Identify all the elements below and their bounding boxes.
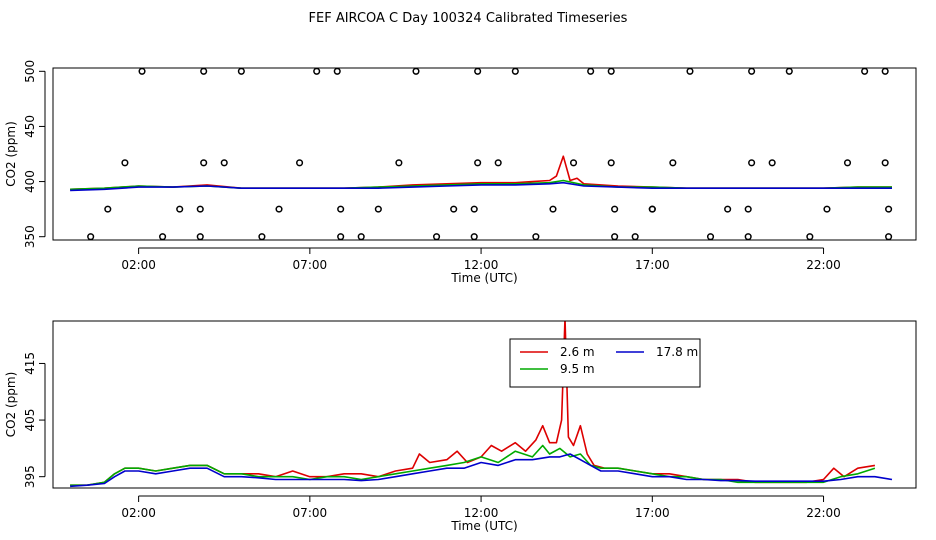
data-point [450, 205, 458, 213]
data-point [843, 159, 852, 167]
data-point [881, 159, 889, 167]
data-point [296, 159, 304, 167]
plot-area [70, 321, 893, 488]
x-tick-label: 22:00 [806, 258, 841, 272]
data-point [237, 68, 245, 75]
y-tick-label: 350 [23, 225, 37, 248]
data-point [744, 233, 752, 240]
y-tick-label: 405 [23, 409, 37, 432]
y-tick-label: 500 [23, 60, 37, 83]
x-tick-label: 17:00 [635, 506, 670, 520]
data-point [511, 68, 519, 75]
data-point [374, 205, 382, 213]
x-tick-label: 02:00 [121, 258, 156, 272]
bottom-panel-x-axis-label: Time (UTC) [450, 519, 517, 533]
x-tick-label: 12:00 [464, 258, 499, 272]
top-panel-x-axis-label: Time (UTC) [450, 271, 517, 285]
data-point [474, 68, 482, 75]
top-panel-frame [52, 67, 917, 241]
data-point [200, 159, 208, 167]
bottom-panel-y-axis-label: CO2 (ppm) [4, 372, 18, 438]
data-point [823, 205, 831, 213]
data-point [569, 159, 578, 167]
top-panel-y-axis-label: CO2 (ppm) [4, 121, 18, 187]
data-point [885, 205, 893, 213]
data-point [669, 159, 677, 167]
data-point [768, 159, 776, 167]
data-point [785, 68, 793, 75]
data-point [433, 233, 441, 240]
data-point [686, 68, 694, 75]
data-point [200, 68, 208, 75]
y-tick-label: 400 [23, 170, 37, 193]
data-point [196, 205, 204, 213]
data-point [748, 159, 756, 167]
data-point [196, 233, 204, 240]
data-point [806, 233, 814, 240]
plot-area [70, 68, 893, 240]
figure-title: FEF AIRCOA C Day 100324 Calibrated Times… [309, 11, 628, 26]
data-point [337, 233, 345, 240]
x-tick-label: 07:00 [293, 506, 328, 520]
data-point [474, 159, 482, 167]
data-point [412, 68, 420, 75]
data-point [275, 205, 283, 213]
data-point [744, 205, 752, 213]
data-point [748, 68, 756, 75]
data-point [611, 233, 619, 240]
data-point [724, 205, 732, 213]
data-point [121, 159, 129, 167]
top-panel-marks [70, 68, 893, 240]
x-tick-label: 12:00 [464, 506, 499, 520]
data-point [138, 68, 146, 75]
data-point [706, 233, 715, 240]
data-point [631, 233, 639, 240]
top-panel-axes: 02:00 07:00 12:00 17:00 22:00 350 400 450 500 [23, 60, 841, 272]
bottom-panel-frame [52, 320, 917, 489]
top-scatter-panel: 02:00 07:00 12:00 17:00 22:00 350 400 450 500 Ti… [4, 60, 917, 285]
series-line-3 [70, 181, 892, 192]
data-point [549, 205, 557, 213]
x-tick-label: 02:00 [121, 506, 156, 520]
data-point [470, 205, 478, 213]
data-point [494, 159, 502, 167]
data-point [607, 159, 615, 167]
data-point [258, 233, 266, 240]
series-line-3 [70, 453, 893, 488]
x-tick-label: 22:00 [806, 506, 841, 520]
data-point [611, 205, 619, 213]
x-tick-label: 17:00 [635, 258, 670, 272]
y-tick-label: 395 [23, 465, 37, 488]
data-point [176, 205, 184, 213]
y-tick-label: 450 [23, 115, 37, 138]
legend-label: 2.6 m [560, 345, 595, 359]
data-point [357, 233, 365, 240]
data-point [607, 68, 615, 75]
data-point [587, 68, 595, 75]
data-point [313, 68, 321, 75]
data-point [885, 233, 893, 240]
data-point [532, 233, 540, 240]
legend: 2.6 m 9.5 m 17.8 m [509, 338, 701, 388]
legend-label: 9.5 m [560, 362, 595, 376]
data-point [220, 159, 228, 167]
data-point [87, 233, 95, 240]
data-point [648, 205, 656, 213]
legend-box [509, 338, 701, 388]
bottom-panel-marks [70, 321, 893, 488]
data-point [104, 205, 112, 213]
bottom-panel-axes: 02:00 07:00 12:00 17:00 22:00 395 405 415 [23, 352, 841, 520]
data-point [861, 68, 869, 75]
data-point [470, 233, 478, 240]
y-tick-label: 415 [23, 352, 37, 375]
data-point [881, 68, 889, 75]
bottom-line-panel: 02:00 07:00 12:00 17:00 22:00 395 405 415 Time … [4, 320, 917, 533]
data-point [337, 205, 345, 213]
data-point [395, 159, 403, 167]
legend-label: 17.8 m [656, 345, 698, 359]
data-point [333, 68, 341, 75]
x-tick-label: 07:00 [293, 258, 328, 272]
data-point [159, 233, 167, 240]
